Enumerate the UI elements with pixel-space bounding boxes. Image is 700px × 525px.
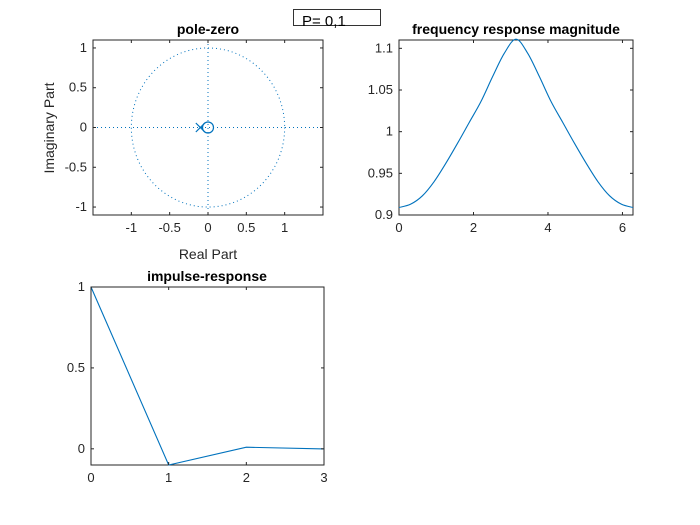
- x-tick-label: 1: [165, 470, 172, 485]
- parameter-label: P= 0,1: [302, 13, 346, 30]
- y-tick-label: 1.1: [375, 40, 393, 55]
- pole-marker-stroke: [195, 122, 206, 133]
- x-tick-label: 0.5: [237, 220, 255, 235]
- y-tick-label: 0.9: [375, 207, 393, 222]
- x-tick-label: 2: [243, 470, 250, 485]
- y-tick-label: 0: [80, 120, 87, 135]
- x-tick-label: -0.5: [158, 220, 180, 235]
- x-axis-label: Real Part: [179, 246, 237, 262]
- chart-title: pole-zero: [177, 21, 239, 37]
- axes-frequency-response: 0 2 4 6 0.9 0.95 1 1.05 1.1 frequency response m…: [368, 21, 634, 235]
- y-tick-label: -1: [75, 199, 87, 214]
- x-tick-label: 0: [204, 220, 211, 235]
- x-tick-label: -1: [126, 220, 138, 235]
- y-tick-label: 1: [80, 40, 87, 55]
- y-tick-label: 0.5: [69, 80, 87, 95]
- y-tick-label: 1.05: [368, 82, 393, 97]
- parameter-box[interactable]: [293, 9, 381, 26]
- x-tick-label: 6: [619, 220, 626, 235]
- y-tick-label: 1: [78, 279, 85, 294]
- series-line: [398, 38, 634, 209]
- unit-circle: [130, 47, 286, 208]
- zero-marker: [201, 121, 215, 134]
- x-tick-label: 2: [470, 220, 477, 235]
- x-tick-label: 3: [320, 470, 327, 485]
- y-tick-label: 1: [386, 124, 393, 139]
- chart-title: frequency response magnitude: [412, 21, 620, 37]
- y-axis-label: Imaginary Part: [41, 82, 57, 173]
- axes-pole-zero: -1 -0.5 0 0.5 1 -1 -0.5 0 0.5 1 pole-zero Real Pa…: [41, 21, 324, 262]
- x-tick-label: 4: [544, 220, 551, 235]
- x-tick-label: 0: [87, 470, 94, 485]
- x-tick-label: 0: [395, 220, 402, 235]
- y-tick-label: 0.95: [368, 165, 393, 180]
- y-tick-label: 0: [78, 441, 85, 456]
- axes-box: [398, 39, 634, 216]
- chart-title: impulse-response: [147, 268, 267, 284]
- pole-marker: [195, 122, 206, 133]
- series-line: [90, 286, 325, 466]
- y-tick-label: -0.5: [65, 159, 87, 174]
- y-tick-label: 0.5: [67, 360, 85, 375]
- axes-impulse-response: 0 1 2 3 0 0.5 1 impulse-response: [67, 268, 328, 485]
- x-tick-label: 1: [281, 220, 288, 235]
- axes-box: [90, 286, 325, 466]
